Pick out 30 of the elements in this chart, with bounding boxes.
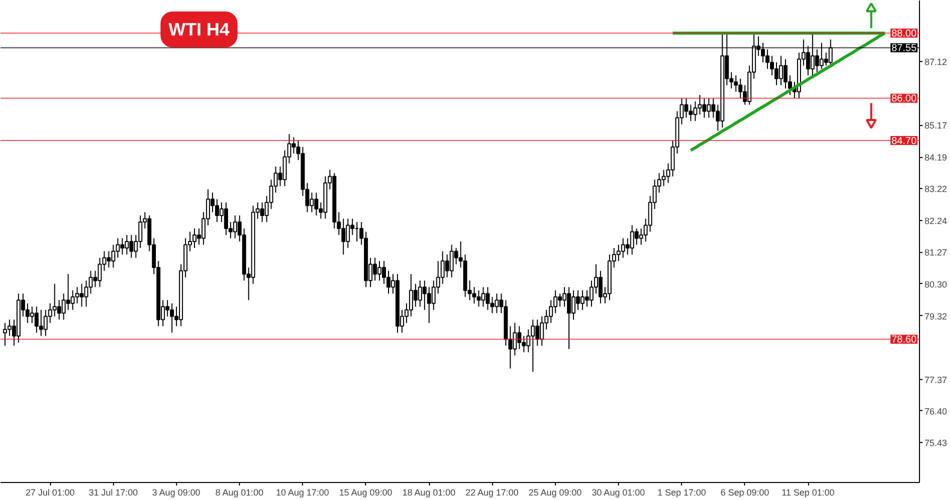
x-tick-label: 1 Sep 17:00 — [657, 488, 706, 498]
y-tick-label: 76.40 — [924, 406, 948, 416]
y-tick-label: 84.19 — [924, 152, 948, 163]
ref-line-label: 86.00 — [891, 94, 917, 105]
y-tick-label: 80.30 — [924, 279, 948, 290]
x-tick-label: 15 Aug 09:00 — [339, 488, 392, 498]
x-tick-label: 30 Aug 01:00 — [592, 488, 645, 498]
x-tick-label: 3 Aug 09:00 — [152, 488, 200, 498]
x-tick-label: 22 Aug 17:00 — [465, 488, 519, 498]
x-tick-label: 8 Aug 01:00 — [215, 488, 264, 498]
y-tick-label: 85.17 — [924, 120, 948, 131]
y-tick-label: 83.22 — [924, 184, 948, 194]
ref-line-label: 78.60 — [891, 334, 917, 346]
text: WTI H4 — [168, 20, 230, 40]
x-tick-label: 25 Aug 09:00 — [528, 488, 582, 498]
y-tick-label: 81.27 — [924, 248, 948, 258]
y-tick-label: 79.32 — [924, 311, 948, 322]
y-tick-label: 75.43 — [924, 438, 948, 448]
ref-line-label: 84.70 — [891, 136, 917, 148]
ref-line-label: 88.00 — [891, 28, 917, 40]
x-tick-label: 27 Jul 01:00 — [26, 488, 75, 498]
y-tick-label: 82.24 — [924, 216, 948, 226]
x-tick-label: 11 Sep 01:00 — [782, 488, 835, 498]
x-tick-label: 6 Sep 09:00 — [720, 488, 770, 498]
y-tick-label: 77.37 — [924, 374, 948, 385]
y-tick-label: 87.12 — [924, 57, 948, 68]
x-tick-label: 18 Aug 01:00 — [402, 488, 456, 498]
x-tick-label: 10 Aug 17:00 — [276, 488, 330, 498]
ref-line-label: 87.55 — [891, 43, 917, 54]
x-tick-label: 31 Jul 17:00 — [88, 488, 138, 498]
